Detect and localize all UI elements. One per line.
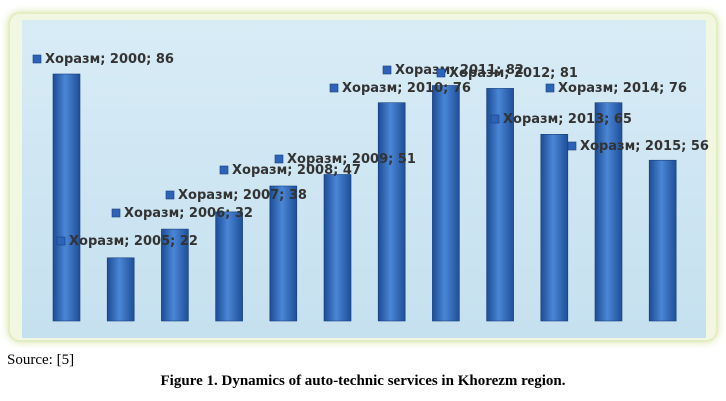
legend-key-marker (165, 190, 175, 200)
source-note: Source: [5] (7, 352, 75, 368)
data-label-2000: Хоразм; 2000; 86 (32, 52, 174, 67)
data-label-text: Хоразм; 2008; 47 (232, 163, 361, 178)
data-label-2008: Хоразм; 2008; 47 (219, 163, 361, 178)
data-label-2013: Хоразм; 2013; 65 (490, 112, 632, 127)
legend-key-marker (382, 65, 392, 75)
data-label-2015: Хоразм; 2015; 56 (567, 139, 709, 154)
data-label-text: Хоразм; 2011; 82 (395, 63, 524, 78)
legend-key-marker (56, 236, 66, 246)
legend-key-marker (32, 54, 42, 64)
bar-2011 (432, 85, 460, 322)
data-label-text: Хоразм; 2005; 22 (69, 234, 198, 249)
bar-2010 (377, 102, 406, 322)
bar-2009 (323, 174, 352, 322)
data-label-text: Хоразм; 2006; 32 (124, 206, 253, 221)
bar-2007 (215, 211, 243, 322)
data-label-2006: Хоразм; 2006; 32 (111, 206, 253, 221)
data-label-text: Хоразм; 2010; 76 (342, 81, 471, 96)
bar-2006 (161, 228, 189, 322)
data-label-text: Хоразм; 2009; 51 (287, 152, 416, 167)
legend-key-marker (219, 165, 229, 175)
data-label-2007: Хоразм; 2007; 38 (165, 188, 307, 203)
bar-2005 (106, 257, 135, 322)
bar-2015 (648, 159, 677, 322)
bar-2013 (540, 134, 569, 322)
data-label-2011: Хоразм; 2011; 82 (382, 63, 524, 78)
data-label-2009: Хоразм; 2009; 51 (274, 152, 416, 167)
bar-chart: Хоразм; 2000; 86 Хоразм; 2005; 22 Хоразм; … (32, 52, 709, 322)
legend-key-marker (567, 141, 577, 151)
bar-2012 (486, 88, 514, 322)
legend-key-marker (274, 154, 284, 164)
legend-key-marker (436, 68, 446, 78)
data-label-text: Хоразм; 2012; 81 (449, 66, 578, 81)
data-label-2012: Хоразм; 2012; 81 (436, 66, 578, 81)
data-label-2014: Хоразм; 2014; 76 (545, 81, 687, 96)
legend-key-marker (545, 83, 555, 93)
data-label-2010: Хоразм; 2010; 76 (329, 81, 471, 96)
data-label-text: Хоразм; 2000; 86 (45, 52, 174, 67)
legend-key-marker (111, 208, 121, 218)
bar-2008 (269, 185, 298, 322)
data-label-text: Хоразм; 2014; 76 (558, 81, 687, 96)
bar-2014 (594, 102, 623, 322)
plot-area (22, 20, 706, 338)
data-label-text: Хоразм; 2007; 38 (178, 188, 307, 203)
legend-key-marker (329, 83, 339, 93)
data-label-text: Хоразм; 2013; 65 (503, 112, 632, 127)
figure-caption: Figure 1. Dynamics of auto-technic servi… (160, 373, 566, 389)
data-label-2005: Хоразм; 2005; 22 (56, 234, 198, 249)
data-label-text: Хоразм; 2015; 56 (580, 139, 709, 154)
legend-key-marker (490, 114, 500, 124)
bar-2000 (52, 73, 81, 322)
